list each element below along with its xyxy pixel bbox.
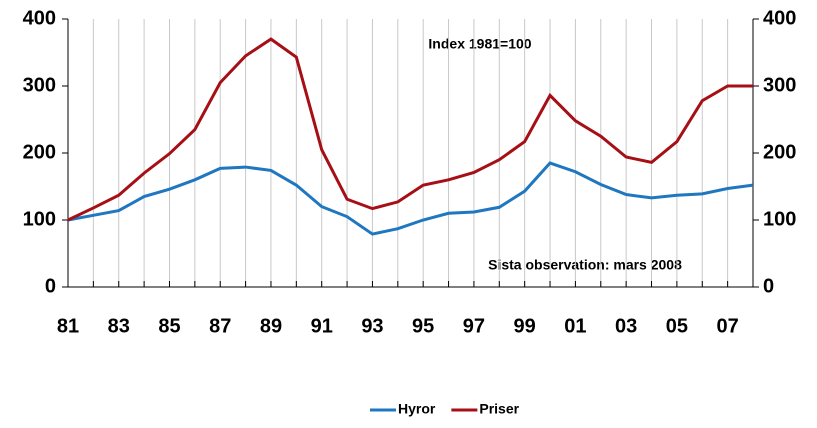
y2-tick-label: 0: [763, 275, 774, 297]
x-tick-label: 85: [158, 315, 180, 337]
legend-label: Hyror: [398, 401, 436, 417]
x-tick-label: 87: [209, 315, 231, 337]
y-tick-label: 0: [45, 275, 56, 297]
y-tick-label: 200: [23, 141, 56, 163]
annotation: Sista observation: mars 2008: [488, 257, 682, 273]
x-tick-label: 93: [361, 315, 383, 337]
y-tick-label: 300: [23, 74, 56, 96]
y2-tick-label: 300: [763, 74, 796, 96]
x-tick-label: 83: [108, 315, 130, 337]
y-tick-label: 400: [23, 7, 56, 29]
x-tick-label: 91: [311, 315, 333, 337]
annotation: Index 1981=100: [428, 36, 531, 52]
x-tick-label: 05: [666, 315, 688, 337]
x-tick-label: 95: [412, 315, 434, 337]
y-tick-label: 100: [23, 208, 56, 230]
y2-tick-label: 100: [763, 208, 796, 230]
x-tick-label: 97: [463, 315, 485, 337]
legend-label: Priser: [479, 401, 519, 417]
y2-tick-label: 200: [763, 141, 796, 163]
x-tick-label: 81: [57, 315, 79, 337]
x-tick-label: 01: [564, 315, 586, 337]
x-tick-label: 89: [260, 315, 282, 337]
line: [67, 37, 753, 222]
x-tick-label: 03: [615, 315, 637, 337]
x-tick-label: 99: [514, 315, 536, 337]
line: [67, 161, 754, 236]
x-tick-label: 07: [717, 315, 739, 337]
y2-tick-label: 400: [763, 7, 796, 29]
